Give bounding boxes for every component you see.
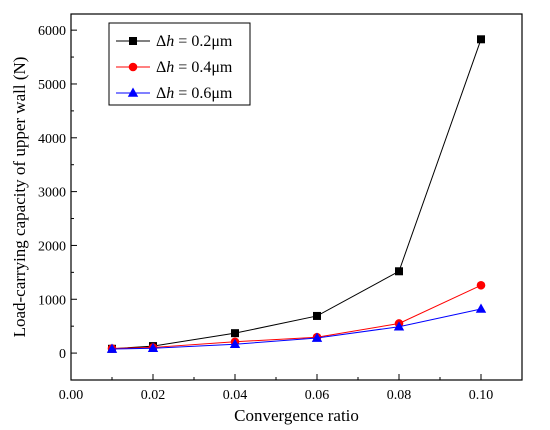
y-tick-label: 0 [59, 347, 66, 362]
series-line [111, 284, 482, 350]
data-point [311, 332, 323, 342]
x-tick-label: 0.06 [305, 388, 330, 403]
data-point [477, 35, 485, 44]
data-point [476, 280, 486, 290]
x-axis-title: Convergence ratio [234, 406, 359, 425]
y-axis: 0 1000 2000 3000 4000 5000 6000 [38, 24, 77, 381]
legend-marker [128, 62, 138, 72]
legend-marker [129, 37, 137, 45]
y-tick-label: 6000 [38, 24, 66, 39]
data-point [393, 321, 405, 331]
data-point [395, 267, 403, 276]
legend: Δh = 0.2μm Δh = 0.4μm Δh = 0.6μm [108, 22, 251, 106]
series-layer [106, 35, 487, 353]
x-tick-label: 0.08 [387, 388, 412, 403]
data-point [475, 303, 487, 313]
x-axis: 0.00 0.02 0.04 0.06 0.08 0.10 [59, 374, 523, 403]
plot-border [70, 13, 523, 381]
x-tick-label: 0.00 [59, 388, 84, 403]
data-point [147, 342, 159, 353]
legend-label: Δh = 0.6μm [156, 85, 233, 102]
data-point [313, 311, 321, 320]
legend-marker [127, 87, 139, 97]
y-tick-label: 3000 [38, 186, 66, 201]
series-2 [107, 280, 486, 353]
series-line [111, 308, 482, 350]
y-tick-label: 4000 [38, 132, 66, 147]
y-tick-label: 2000 [38, 239, 66, 254]
y-tick-label: 1000 [38, 293, 66, 308]
data-point [106, 343, 118, 353]
legend-label: Δh = 0.4μm [156, 59, 233, 76]
legend-item: Δh = 0.6μm [116, 85, 233, 102]
series-line [111, 39, 482, 350]
legend-item: Δh = 0.4μm [116, 59, 233, 76]
data-point [231, 329, 239, 338]
y-axis-title: Load-carrying capacity of upper wall (N) [10, 57, 29, 338]
legend-label: Δh = 0.2μm [156, 33, 233, 50]
series-3 [106, 303, 487, 353]
x-tick-label: 0.10 [469, 388, 494, 403]
data-point [229, 338, 241, 349]
y-tick-label: 5000 [38, 78, 66, 93]
legend-item: Δh = 0.2μm [116, 33, 233, 50]
plot-frame [70, 13, 523, 381]
x-tick-label: 0.02 [141, 388, 166, 403]
x-tick-label: 0.04 [223, 388, 248, 403]
